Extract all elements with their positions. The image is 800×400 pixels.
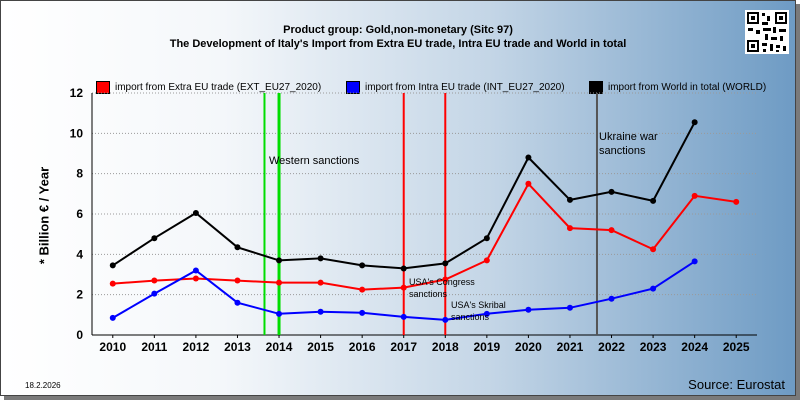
y-tick-label: 6: [76, 207, 83, 221]
series-extra-point: [525, 180, 532, 187]
chart-subtitle: The Development of Italy's Import from E…: [169, 38, 627, 50]
annotation-congress-line2: sanctions: [409, 289, 448, 299]
x-tick-label: 2016: [349, 340, 376, 354]
series-extra-point: [608, 227, 615, 234]
source-label: Source: Eurostat: [688, 377, 785, 392]
annotation-skribal-line1: USA's Skribal: [451, 300, 506, 310]
series-extra-point: [483, 257, 490, 264]
series-world-point: [109, 262, 116, 269]
series-intra-point: [483, 310, 490, 317]
series-extra-point: [151, 277, 158, 284]
plot-area: 0 2 4 6 8 10 12 2010 2011 2012 2013 2014 2015 2016 201…: [70, 86, 757, 354]
series-world-point: [566, 196, 573, 203]
annotation-western-sanctions: Western sanctions: [269, 155, 360, 167]
x-tick-label: 2020: [515, 340, 542, 354]
series-extra-point: [691, 192, 698, 199]
series-world-point: [400, 265, 407, 272]
series-intra-point: [151, 290, 158, 297]
x-tick-label: 2024: [681, 340, 708, 354]
series-extra-point: [733, 198, 740, 205]
series-extra-point: [276, 279, 283, 286]
series-world-point: [317, 255, 324, 262]
y-tick-label: 4: [76, 247, 83, 261]
series-world-point: [192, 209, 199, 216]
series-extra-point: [400, 284, 407, 291]
series-extra-point: [109, 280, 116, 287]
x-tick-label: 2022: [598, 340, 625, 354]
series-intra-point: [525, 306, 532, 313]
x-tick-label: 2021: [557, 340, 584, 354]
x-tick-label: 2025: [723, 340, 750, 354]
x-tick-label: 2011: [141, 340, 167, 354]
series-extra-point: [442, 276, 449, 283]
x-tick-label: 2010: [99, 340, 126, 354]
series-intra-point: [276, 310, 283, 317]
x-tick-label: 2014: [266, 340, 293, 354]
series-world-point: [234, 244, 241, 251]
series-extra-point: [566, 225, 573, 232]
series-extra-point: [650, 246, 657, 253]
series-intra-point: [442, 316, 449, 323]
legend: import from Extra EU trade (EXT_EU27_202…: [96, 79, 776, 95]
series-world-point: [483, 235, 490, 242]
x-tick-label: 2013: [224, 340, 251, 354]
series-intra-point: [691, 258, 698, 265]
series-intra-point: [192, 267, 199, 274]
series-extra-point: [234, 277, 241, 284]
series-extra-line: [112, 182, 737, 291]
annotation-congress-line1: USA's Congress: [409, 277, 475, 287]
y-tick-label: 0: [76, 328, 83, 342]
series-world-point: [359, 262, 366, 269]
series-intra-point: [608, 295, 615, 302]
legend-label-extra: import from Extra EU trade (EXT_EU27_202…: [115, 81, 322, 93]
chart-title: Product group: Gold,non-monetary (Sitc 9…: [283, 24, 513, 36]
series-world-point: [276, 257, 283, 264]
legend-label-world: import from World in total (WORLD): [608, 81, 767, 93]
x-tick-label: 2018: [432, 340, 459, 354]
series-intra-point: [359, 309, 366, 316]
legend-label-intra: import from Intra EU trade (INT_EU27_202…: [365, 81, 565, 93]
x-tick-label: 2019: [473, 340, 500, 354]
legend-swatch-extra: [96, 80, 110, 94]
x-tick-label: 2012: [183, 340, 210, 354]
series-extra-point: [192, 275, 199, 282]
series-intra-point: [650, 285, 657, 292]
y-tick-label: 8: [76, 167, 83, 181]
series-intra-point: [400, 313, 407, 320]
series-intra-point: [317, 308, 324, 315]
series-world-point: [608, 188, 615, 195]
annotation-skribal-line2: sanctions: [451, 312, 490, 322]
series-intra-point: [566, 304, 573, 311]
x-tick-label: 2017: [390, 340, 417, 354]
annotation-ukraine-line1: Ukraine war: [599, 131, 658, 143]
series-world-point: [650, 197, 657, 204]
series-world-point: [525, 154, 532, 161]
series-world-point: [442, 260, 449, 267]
annotation-ukraine-line2: sanctions: [599, 145, 646, 157]
series-world-point: [691, 119, 698, 126]
date-stamp: 18.2.2026: [25, 381, 61, 390]
x-tick-label: 2023: [640, 340, 667, 354]
x-tick-label: 2015: [307, 340, 334, 354]
series-intra-point: [234, 299, 241, 306]
series-intra-point: [109, 314, 116, 321]
y-tick-label: 12: [70, 86, 84, 100]
y-tick-label: 2: [76, 288, 83, 302]
y-tick-label: 10: [70, 126, 84, 140]
series-world-point: [151, 235, 158, 242]
series-extra-point: [359, 286, 366, 293]
qr-code-icon: [745, 10, 789, 54]
series-extra-point: [317, 279, 324, 286]
legend-item-extra: import from Extra EU trade (EXT_EU27_202…: [96, 79, 321, 95]
